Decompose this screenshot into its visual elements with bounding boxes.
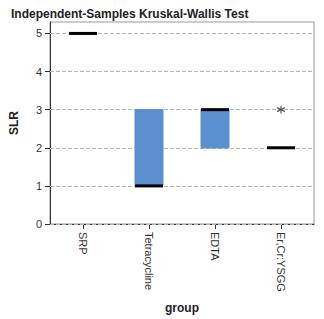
svg-text:5: 5: [36, 27, 42, 39]
svg-text:0: 0: [36, 218, 42, 230]
svg-text:1: 1: [36, 180, 42, 192]
svg-text:Independent-Samples Kruskal-Wa: Independent-Samples Kruskal-Wallis Test: [11, 7, 248, 21]
svg-text:Tetracycline: Tetracycline: [143, 232, 155, 290]
svg-text:group: group: [165, 301, 199, 315]
svg-text:3: 3: [36, 104, 42, 116]
svg-text:Er,Cr:YSGG: Er,Cr:YSGG: [275, 232, 287, 292]
svg-text:SRP: SRP: [77, 232, 89, 255]
svg-text:SLR: SLR: [7, 111, 21, 135]
svg-text:4: 4: [36, 66, 42, 78]
svg-text:2: 2: [36, 142, 42, 154]
svg-text:EDTA: EDTA: [209, 232, 221, 261]
